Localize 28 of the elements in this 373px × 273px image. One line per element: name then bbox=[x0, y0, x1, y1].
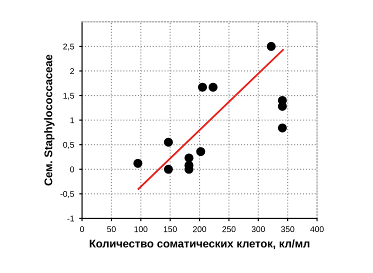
x-tick-label: 200 bbox=[193, 226, 206, 232]
point bbox=[266, 42, 276, 51]
point bbox=[164, 164, 173, 174]
y-tick-label: 1,5 bbox=[63, 92, 74, 100]
x-tick-label: 400 bbox=[310, 226, 324, 232]
y-tick-label: 0,5 bbox=[63, 142, 74, 149]
x-tick-label: 250 bbox=[222, 226, 236, 232]
point bbox=[164, 138, 173, 147]
y-tick-label: -0,5 bbox=[60, 191, 74, 198]
x-axis-title: Количество соматических клеток, кл/мл bbox=[90, 239, 310, 250]
x-tick-label: 350 bbox=[281, 226, 294, 232]
x-tick-label: 0 bbox=[80, 226, 84, 232]
y-tick-label: 1 bbox=[70, 117, 74, 124]
point bbox=[133, 158, 142, 168]
x-tick-label: 300 bbox=[252, 226, 265, 232]
y-tick-label: 2 bbox=[70, 68, 74, 74]
point bbox=[198, 82, 207, 92]
y-tick-label: 0 bbox=[70, 166, 74, 172]
point bbox=[278, 123, 287, 132]
point bbox=[196, 147, 206, 156]
x-tick-label: 50 bbox=[107, 226, 116, 232]
x-tick-label: 100 bbox=[134, 226, 148, 232]
y-tick-label: 2,5 bbox=[63, 44, 74, 50]
y-axis-title: Сем. Staphylococcaceae bbox=[44, 54, 55, 186]
point bbox=[208, 82, 218, 92]
x-tick-label: 150 bbox=[164, 226, 177, 232]
point bbox=[184, 153, 194, 162]
y-tick-label: -1 bbox=[67, 216, 74, 222]
